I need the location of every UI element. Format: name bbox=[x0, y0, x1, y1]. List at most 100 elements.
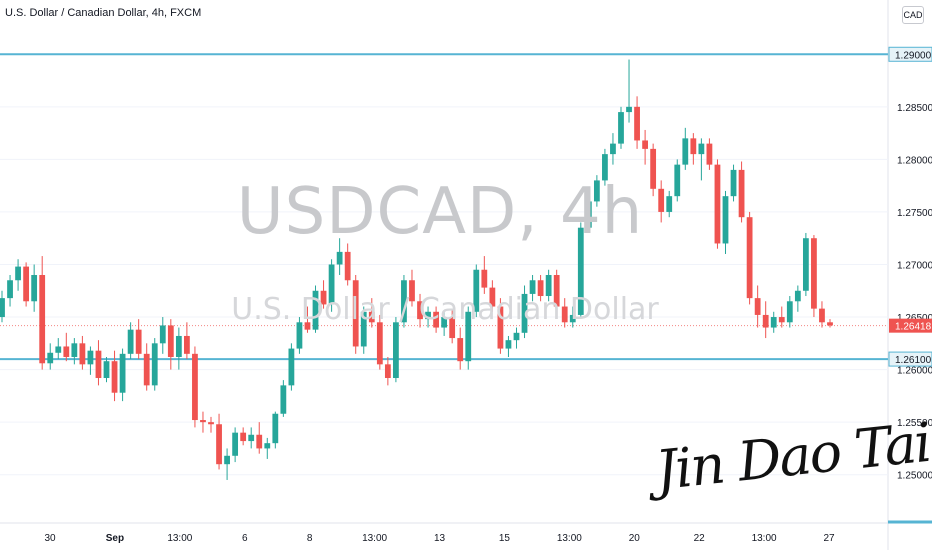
x-tick-label: 22 bbox=[694, 533, 706, 544]
candle-body bbox=[264, 443, 271, 449]
candle-body bbox=[666, 196, 673, 212]
candle-body bbox=[465, 311, 472, 362]
candle-body bbox=[63, 346, 70, 357]
candle-body bbox=[778, 317, 785, 323]
candle-body bbox=[183, 335, 190, 354]
candle-body bbox=[489, 287, 496, 307]
candle-body bbox=[706, 143, 713, 165]
candle-body bbox=[602, 154, 608, 181]
current-price-label: 1.26418 bbox=[895, 322, 932, 333]
current-price-tag bbox=[889, 318, 932, 333]
candle-body bbox=[15, 266, 21, 281]
x-tick-label: 13:00 bbox=[752, 533, 777, 544]
candle-body bbox=[240, 432, 247, 442]
candle-body bbox=[714, 164, 721, 244]
candle-body bbox=[449, 317, 456, 339]
symbol-watermark: USDCAD, 4h bbox=[236, 175, 644, 249]
candle-body bbox=[425, 311, 431, 320]
candle-body bbox=[200, 420, 206, 423]
candle-body bbox=[127, 329, 134, 354]
candle-body bbox=[167, 325, 174, 357]
candle-body bbox=[585, 201, 592, 228]
x-tick-label: Sep bbox=[106, 533, 124, 544]
candle-body bbox=[754, 298, 761, 315]
candle-body bbox=[272, 413, 279, 444]
candle-body bbox=[690, 138, 697, 155]
x-tick-label: 13:00 bbox=[167, 533, 192, 544]
candle-body bbox=[352, 280, 359, 347]
y-tick-label: 1.26000 bbox=[897, 366, 932, 377]
y-tick-label: 1.25000 bbox=[897, 471, 932, 482]
candle-body bbox=[55, 346, 62, 353]
level-price-label: 1.29000 bbox=[895, 50, 932, 61]
candle-body bbox=[7, 280, 13, 299]
name-watermark: U.S. Dollar / Canadian Dollar bbox=[231, 292, 659, 327]
candle-body bbox=[746, 217, 753, 299]
currency-button[interactable]: CAD bbox=[902, 6, 924, 24]
candle-body bbox=[232, 432, 239, 456]
candle-body bbox=[312, 290, 319, 330]
candle-body bbox=[159, 325, 166, 344]
candle-body bbox=[119, 353, 126, 393]
x-tick-label: 27 bbox=[823, 533, 835, 544]
x-tick-label: 15 bbox=[499, 533, 511, 544]
candle-body bbox=[529, 280, 536, 294]
level-price-label: 1.26100 bbox=[895, 355, 932, 366]
candle-body bbox=[248, 434, 255, 442]
candle-body bbox=[770, 317, 777, 328]
candle-body bbox=[256, 434, 263, 449]
candle-body bbox=[634, 106, 640, 141]
candle-body bbox=[393, 322, 399, 379]
candle-body bbox=[738, 169, 745, 218]
level-price-tag bbox=[888, 46, 932, 62]
candle-body bbox=[360, 311, 367, 347]
candle-body bbox=[618, 112, 624, 144]
candle-body bbox=[87, 350, 94, 365]
y-tick-label: 1.28500 bbox=[897, 103, 932, 114]
candle-body bbox=[111, 361, 118, 393]
candle-body bbox=[376, 322, 383, 365]
candle-body bbox=[441, 317, 448, 328]
x-tick-label: 13:00 bbox=[362, 533, 387, 544]
candle-body bbox=[280, 385, 287, 414]
candle-body bbox=[730, 169, 737, 197]
candle-body bbox=[786, 301, 793, 323]
candle-body bbox=[682, 138, 689, 165]
candle-body bbox=[23, 266, 30, 302]
candle-body bbox=[794, 290, 801, 302]
candle-body bbox=[802, 238, 809, 291]
candle-body bbox=[304, 322, 311, 330]
candle-body bbox=[537, 280, 544, 297]
chart-title: U.S. Dollar / Canadian Dollar, 4h, FXCM bbox=[5, 7, 202, 19]
candle-body bbox=[95, 350, 102, 379]
candle-body bbox=[610, 143, 616, 155]
y-tick-label: 1.27000 bbox=[897, 260, 932, 271]
candle-body bbox=[593, 180, 600, 202]
x-tick-label: 20 bbox=[629, 533, 641, 544]
y-tick-label: 1.27500 bbox=[897, 208, 932, 219]
candle-body bbox=[521, 293, 528, 333]
candle-body bbox=[811, 238, 817, 309]
candle-body bbox=[328, 264, 335, 305]
candle-body bbox=[545, 275, 552, 297]
x-tick-label: 13 bbox=[434, 533, 446, 544]
candle-body bbox=[417, 301, 423, 320]
candle-body bbox=[296, 322, 303, 349]
y-tick-label: 1.25500 bbox=[897, 418, 932, 429]
candle-body bbox=[698, 143, 705, 155]
candle-body bbox=[368, 311, 375, 323]
candle-body bbox=[143, 353, 150, 386]
x-tick-label: 30 bbox=[44, 533, 56, 544]
candle-body bbox=[192, 353, 198, 421]
candle-body bbox=[216, 424, 222, 465]
candle-body bbox=[79, 343, 86, 365]
candle-body bbox=[481, 269, 488, 288]
candle-body bbox=[103, 361, 110, 379]
candle-body bbox=[658, 188, 665, 212]
candle-body bbox=[497, 306, 504, 349]
candle-body bbox=[47, 352, 54, 364]
x-tick-label: 6 bbox=[242, 533, 248, 544]
candle-body bbox=[151, 343, 158, 386]
